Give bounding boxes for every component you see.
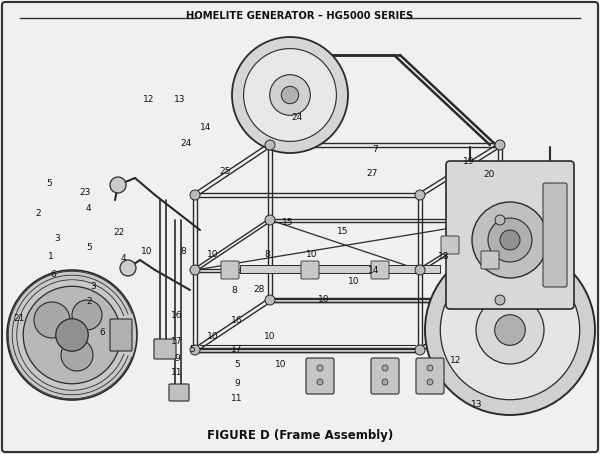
Text: 16: 16 bbox=[231, 316, 243, 325]
Text: 24: 24 bbox=[181, 138, 191, 148]
Text: 10: 10 bbox=[141, 247, 153, 257]
FancyBboxPatch shape bbox=[441, 236, 459, 254]
Circle shape bbox=[427, 365, 433, 371]
Circle shape bbox=[317, 365, 323, 371]
Text: 15: 15 bbox=[282, 218, 294, 227]
FancyBboxPatch shape bbox=[240, 265, 440, 273]
Circle shape bbox=[265, 140, 275, 150]
Circle shape bbox=[110, 177, 126, 193]
Text: 28: 28 bbox=[254, 285, 265, 294]
Text: 14: 14 bbox=[368, 266, 379, 275]
Text: 8: 8 bbox=[231, 286, 237, 295]
Circle shape bbox=[415, 190, 425, 200]
Circle shape bbox=[23, 286, 121, 384]
Text: FIGURE D (Frame Assembly): FIGURE D (Frame Assembly) bbox=[207, 429, 393, 441]
Circle shape bbox=[495, 215, 505, 225]
Text: 9: 9 bbox=[174, 354, 180, 363]
Text: 5: 5 bbox=[189, 345, 195, 354]
Text: 11: 11 bbox=[171, 368, 183, 377]
Text: 13: 13 bbox=[471, 400, 483, 409]
Text: 10: 10 bbox=[348, 277, 360, 286]
Text: 21: 21 bbox=[14, 314, 25, 323]
Circle shape bbox=[61, 339, 93, 371]
Circle shape bbox=[190, 190, 200, 200]
Text: 8: 8 bbox=[264, 250, 270, 259]
Text: 12: 12 bbox=[143, 95, 154, 104]
FancyBboxPatch shape bbox=[110, 319, 132, 351]
Circle shape bbox=[120, 260, 136, 276]
Text: 15: 15 bbox=[337, 227, 349, 236]
Circle shape bbox=[281, 86, 299, 104]
Text: 4: 4 bbox=[86, 204, 92, 213]
Circle shape bbox=[488, 218, 532, 262]
Circle shape bbox=[382, 379, 388, 385]
Text: 17: 17 bbox=[171, 337, 183, 346]
Text: 2: 2 bbox=[86, 297, 92, 306]
Text: 8: 8 bbox=[180, 247, 186, 257]
Text: 19: 19 bbox=[463, 157, 475, 166]
Circle shape bbox=[190, 345, 200, 355]
Text: 5: 5 bbox=[46, 179, 52, 188]
Circle shape bbox=[265, 295, 275, 305]
Text: 9: 9 bbox=[234, 379, 240, 388]
Circle shape bbox=[232, 37, 348, 153]
FancyBboxPatch shape bbox=[306, 358, 334, 394]
Text: 10: 10 bbox=[207, 250, 219, 259]
Circle shape bbox=[7, 270, 137, 400]
Text: 3: 3 bbox=[54, 234, 60, 243]
FancyBboxPatch shape bbox=[169, 384, 189, 401]
Circle shape bbox=[495, 140, 505, 150]
Text: 17: 17 bbox=[231, 345, 243, 354]
Circle shape bbox=[72, 300, 102, 330]
Circle shape bbox=[270, 75, 310, 115]
Text: 10: 10 bbox=[207, 332, 219, 341]
Text: 20: 20 bbox=[484, 170, 494, 179]
Circle shape bbox=[382, 365, 388, 371]
Text: 18: 18 bbox=[438, 252, 450, 261]
Text: 5: 5 bbox=[86, 243, 92, 252]
Circle shape bbox=[427, 379, 433, 385]
Text: 6: 6 bbox=[50, 270, 56, 279]
FancyBboxPatch shape bbox=[543, 183, 567, 287]
Text: 5: 5 bbox=[234, 360, 240, 369]
Text: 13: 13 bbox=[174, 95, 186, 104]
Circle shape bbox=[476, 296, 544, 364]
Text: 25: 25 bbox=[220, 167, 230, 176]
Text: HOMELITE GENERATOR – HG5000 SERIES: HOMELITE GENERATOR – HG5000 SERIES bbox=[187, 11, 413, 21]
Text: 10: 10 bbox=[318, 295, 330, 304]
FancyBboxPatch shape bbox=[371, 358, 399, 394]
Circle shape bbox=[34, 302, 70, 338]
Text: 14: 14 bbox=[200, 123, 211, 132]
Text: 22: 22 bbox=[113, 228, 124, 237]
Text: 11: 11 bbox=[231, 394, 243, 403]
Circle shape bbox=[415, 345, 425, 355]
Text: 3: 3 bbox=[90, 281, 96, 291]
Circle shape bbox=[190, 265, 200, 275]
Text: 10: 10 bbox=[306, 250, 318, 259]
FancyBboxPatch shape bbox=[446, 161, 574, 309]
Circle shape bbox=[500, 230, 520, 250]
Text: 12: 12 bbox=[451, 356, 461, 365]
Circle shape bbox=[56, 319, 88, 351]
FancyBboxPatch shape bbox=[416, 358, 444, 394]
FancyBboxPatch shape bbox=[154, 339, 176, 359]
Circle shape bbox=[440, 260, 580, 400]
FancyBboxPatch shape bbox=[221, 261, 239, 279]
Text: 24: 24 bbox=[292, 113, 302, 122]
Text: 23: 23 bbox=[80, 188, 91, 197]
Text: 4: 4 bbox=[120, 254, 126, 263]
Text: 10: 10 bbox=[264, 332, 276, 341]
Circle shape bbox=[495, 295, 505, 305]
Text: 6: 6 bbox=[99, 328, 105, 337]
Text: 7: 7 bbox=[372, 145, 378, 154]
Circle shape bbox=[494, 315, 526, 345]
Circle shape bbox=[425, 245, 595, 415]
Circle shape bbox=[472, 202, 548, 278]
Circle shape bbox=[244, 49, 337, 141]
Text: 1: 1 bbox=[48, 252, 54, 261]
Circle shape bbox=[415, 265, 425, 275]
FancyBboxPatch shape bbox=[371, 261, 389, 279]
Text: 10: 10 bbox=[275, 360, 287, 369]
FancyBboxPatch shape bbox=[301, 261, 319, 279]
